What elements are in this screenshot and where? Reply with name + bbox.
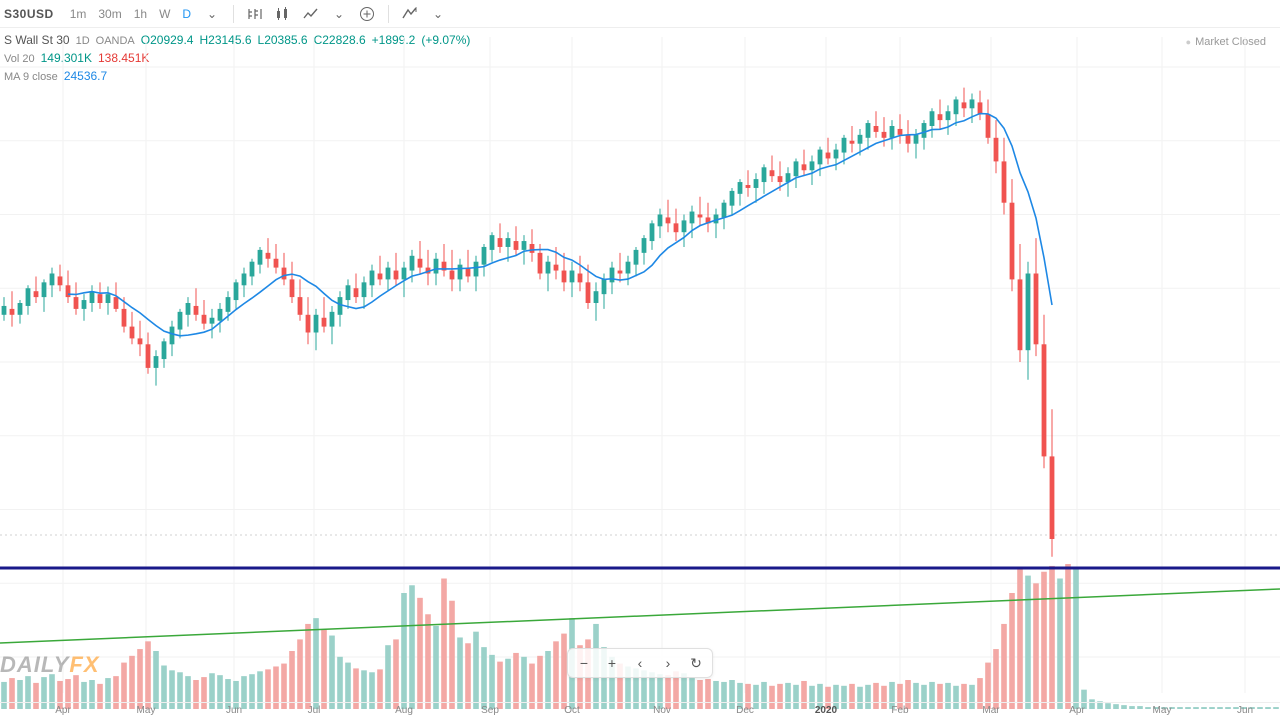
month-label: Feb — [891, 705, 908, 716]
month-label: Nov — [653, 705, 671, 716]
month-label: May — [1153, 705, 1172, 716]
month-label: Dec — [736, 705, 754, 716]
month-label: Jul — [308, 705, 321, 716]
month-label: Apr — [55, 705, 71, 716]
chart-area[interactable]: DAILYFX − + ‹ › ↻ Apr May Jun Jul Aug Sep Oct N… — [0, 28, 1280, 720]
month-label: Oct — [564, 705, 580, 716]
timeframe-30m[interactable]: 30m — [92, 3, 127, 25]
watermark: DAILYFX — [0, 652, 100, 678]
alert-icon[interactable] — [397, 3, 423, 25]
chevron-down-icon[interactable]: ⌄ — [425, 3, 451, 25]
reset-button[interactable]: ↻ — [683, 652, 709, 674]
zoom-out-button[interactable]: − — [571, 652, 597, 674]
toolbar: S30USD 1m30m1hWD ⌄ ⌄ ⌄ — [0, 0, 1280, 28]
symbol[interactable]: S30USD — [4, 7, 54, 21]
indicators-icon[interactable] — [298, 3, 324, 25]
month-label: Aug — [395, 705, 413, 716]
chevron-down-icon[interactable]: ⌄ — [199, 3, 225, 25]
month-label: Apr — [1069, 705, 1085, 716]
month-label: Sep — [481, 705, 499, 716]
month-label: 2020 — [815, 705, 837, 716]
zoom-in-button[interactable]: + — [599, 652, 625, 674]
scroll-right-button[interactable]: › — [655, 652, 681, 674]
month-label: Jun — [226, 705, 242, 716]
x-axis[interactable]: Apr May Jun Jul Aug Sep Oct Nov Dec 2020 Feb Mar Apr… — [0, 702, 1280, 720]
price-chart[interactable] — [0, 28, 1280, 720]
timeframe-1h[interactable]: 1h — [128, 3, 153, 25]
month-label: May — [137, 705, 156, 716]
add-icon[interactable] — [354, 3, 380, 25]
month-label: Jun — [1237, 705, 1253, 716]
chevron-down-icon[interactable]: ⌄ — [326, 3, 352, 25]
timeframe-W[interactable]: W — [153, 3, 176, 25]
nav-controls: − + ‹ › ↻ — [567, 648, 713, 678]
timeframe-1m[interactable]: 1m — [64, 3, 93, 25]
month-label: Mar — [982, 705, 999, 716]
timeframe-D[interactable]: D — [176, 3, 197, 25]
candles-icon[interactable] — [270, 3, 296, 25]
bars-icon[interactable] — [242, 3, 268, 25]
scroll-left-button[interactable]: ‹ — [627, 652, 653, 674]
